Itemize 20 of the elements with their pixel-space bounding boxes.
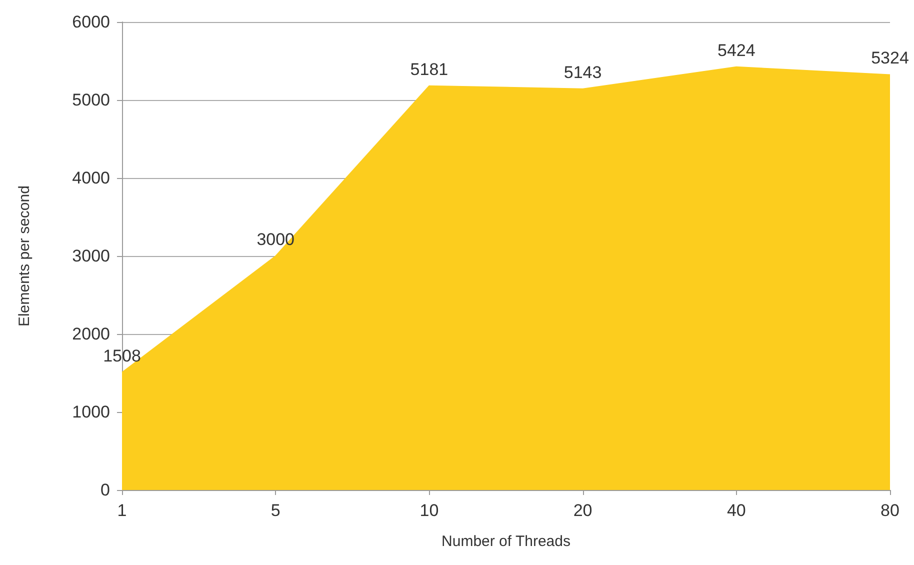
y-tick-label: 5000 xyxy=(72,90,110,110)
x-tick-label: 5 xyxy=(270,501,280,520)
y-tick-label: 6000 xyxy=(72,12,110,32)
y-tick-label: 4000 xyxy=(72,168,110,188)
data-label: 5143 xyxy=(564,62,602,82)
y-tick-label: 1000 xyxy=(72,402,110,422)
data-label: 1508 xyxy=(103,346,141,366)
x-tick-label: 10 xyxy=(420,501,439,520)
x-tick-label: 40 xyxy=(726,501,746,520)
y-tick-label: 3000 xyxy=(72,246,110,266)
data-label: 5424 xyxy=(717,40,756,60)
y-tick-label: 0 xyxy=(100,480,110,500)
x-tick-label: 1 xyxy=(117,501,127,520)
y-axis-title: Elements per second xyxy=(16,186,33,326)
data-label: 5181 xyxy=(410,60,448,79)
x-tick-label: 20 xyxy=(573,501,592,520)
data-label: 5324 xyxy=(871,48,909,68)
y-tick-label: 2000 xyxy=(72,324,110,344)
x-tick-label: 80 xyxy=(880,501,900,520)
x-axis-title: Number of Threads xyxy=(442,533,570,550)
